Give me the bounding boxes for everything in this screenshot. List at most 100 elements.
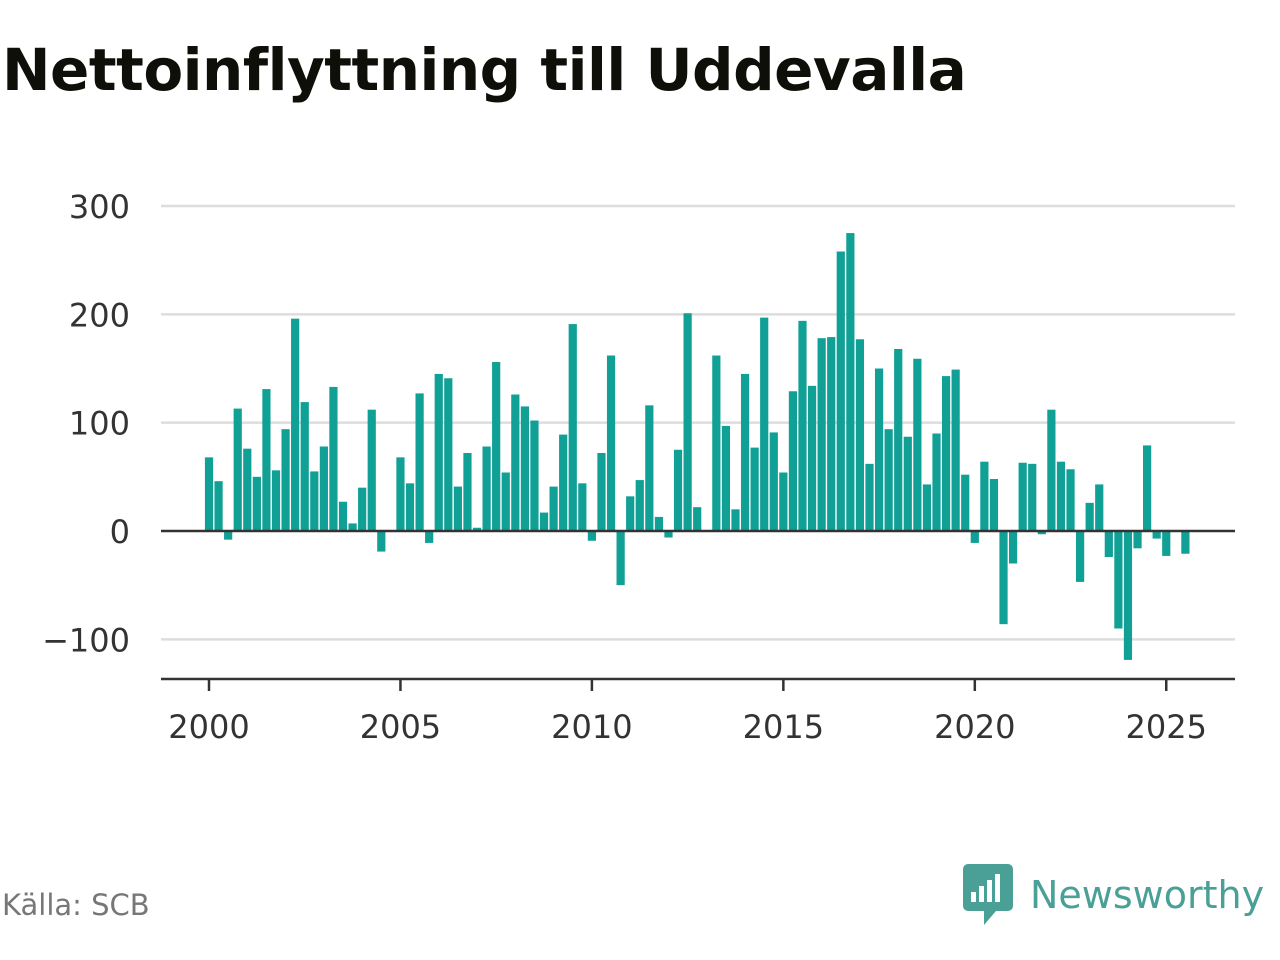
bar (539, 512, 549, 531)
bar (1008, 531, 1018, 564)
bar (204, 457, 214, 531)
bar (817, 338, 826, 531)
x-tick-label: 2010 (551, 708, 632, 746)
y-tick-label: 100 (69, 405, 130, 443)
bar (597, 453, 606, 531)
bar (884, 429, 893, 531)
bar (846, 233, 855, 531)
bar (673, 449, 683, 531)
bar (827, 337, 836, 531)
chart-title: Nettoinflyttning till Uddevalla (2, 36, 967, 104)
bar (444, 378, 453, 531)
bar (855, 339, 865, 531)
bar (951, 369, 960, 531)
gridlines (161, 204, 1235, 641)
bar (243, 448, 252, 531)
bar (769, 432, 778, 531)
bar (568, 324, 577, 531)
bar (932, 433, 941, 531)
bar (779, 472, 788, 531)
bar (300, 402, 309, 531)
bar (683, 313, 692, 531)
bar-chart: −100 0 100 200 300 2000 2005 2010 2015 2020 2025 (42, 188, 1235, 746)
bar (214, 481, 223, 531)
bar (788, 391, 798, 531)
bar (1047, 409, 1056, 531)
bar (913, 358, 922, 531)
bar (1114, 531, 1123, 629)
brand-name: Newsworthy (1030, 873, 1265, 917)
bar (693, 507, 702, 531)
bar (961, 474, 970, 531)
bar (434, 373, 443, 531)
brand-logo[interactable]: Newsworthy (962, 862, 1264, 928)
bar (664, 531, 673, 538)
bar (1162, 531, 1171, 556)
bar (645, 405, 654, 531)
bar (559, 434, 568, 531)
source-note: Källa: SCB (2, 888, 150, 922)
bar (463, 453, 472, 531)
x-tick-label: 2000 (168, 708, 249, 746)
bar (271, 470, 281, 531)
bar (807, 385, 817, 531)
bar (1143, 445, 1152, 531)
bar (549, 486, 558, 531)
bar (1095, 484, 1104, 531)
bar (712, 355, 721, 531)
bar (1123, 531, 1133, 660)
bar (1037, 531, 1046, 535)
bar (338, 501, 348, 531)
bar (425, 531, 434, 543)
bar (291, 318, 300, 531)
bar (501, 472, 510, 531)
bar (310, 471, 319, 531)
y-tick-labels: −100 0 100 200 300 (42, 188, 130, 659)
bar (980, 461, 989, 531)
bar (405, 483, 415, 531)
bar (472, 527, 482, 531)
bar (922, 484, 932, 531)
bar (865, 463, 874, 531)
bar (1152, 531, 1161, 539)
bar (941, 376, 951, 531)
bar (262, 389, 271, 531)
bar (415, 393, 424, 531)
bar (224, 531, 233, 540)
bar (453, 486, 462, 531)
bar (999, 531, 1008, 625)
bar (492, 362, 501, 531)
x-tick-label: 2025 (1126, 708, 1207, 746)
bar (482, 446, 491, 531)
bar (348, 523, 357, 531)
bar (989, 479, 999, 531)
bar (894, 349, 903, 531)
bar (329, 386, 338, 531)
bar (721, 425, 731, 531)
bar (1076, 531, 1085, 582)
x-tick-label: 2005 (360, 708, 441, 746)
bar (587, 531, 596, 541)
bar (760, 317, 769, 531)
bar (606, 355, 616, 531)
x-tick-labels: 2000 2005 2010 2015 2020 2025 (168, 708, 1207, 746)
bar (798, 320, 807, 531)
bar (520, 406, 529, 531)
bar (1056, 461, 1066, 531)
x-tick-label: 2020 (934, 708, 1015, 746)
x-tick-label: 2015 (743, 708, 824, 746)
bar (874, 368, 884, 531)
bar (750, 447, 759, 531)
bar (530, 420, 539, 531)
y-tick-label: 0 (110, 513, 130, 551)
bar (252, 476, 261, 531)
bar (358, 487, 367, 531)
bar (731, 509, 740, 531)
bar (970, 531, 979, 543)
bar (616, 531, 625, 586)
bar (511, 394, 520, 531)
bar (635, 480, 644, 531)
bar (1133, 531, 1142, 549)
bar (578, 483, 587, 531)
bar (1018, 462, 1027, 531)
